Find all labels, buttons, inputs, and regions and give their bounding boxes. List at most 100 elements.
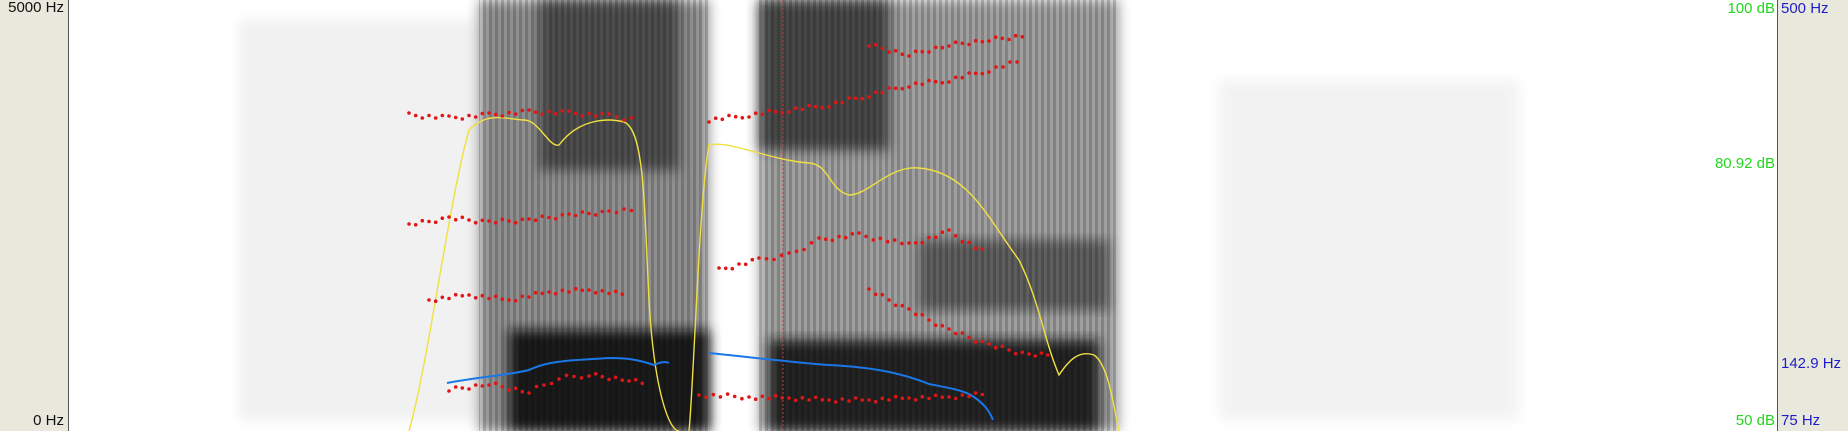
formant-dot xyxy=(1013,33,1018,38)
formant-dot xyxy=(853,96,858,101)
formant-dot xyxy=(947,327,951,331)
formant-dot xyxy=(760,394,765,399)
formant-dot xyxy=(467,218,471,222)
formant-dot xyxy=(467,387,471,391)
formant-dot xyxy=(767,108,771,113)
formant-dot xyxy=(513,220,518,225)
formant-dot xyxy=(580,210,585,214)
formant-dot xyxy=(467,293,471,297)
formant-dot xyxy=(980,339,985,344)
formant-dot xyxy=(542,383,546,387)
formant-dot xyxy=(600,209,605,214)
formant-dot xyxy=(980,40,985,44)
formant-dot xyxy=(980,392,985,397)
formant-dot xyxy=(487,383,491,387)
formant-dot xyxy=(843,235,848,240)
formant-dot xyxy=(807,398,811,402)
formant-tracks xyxy=(407,33,1050,404)
formant-dot xyxy=(533,290,538,295)
formant-dot xyxy=(572,374,576,379)
formant-dot xyxy=(927,50,931,54)
formant-dot xyxy=(447,215,451,219)
formant-dot xyxy=(764,257,769,261)
formant-dot xyxy=(1000,344,1005,349)
formant-dot xyxy=(800,107,805,112)
formant-dot xyxy=(913,398,918,402)
pitch-axis-mid-label: 142.9 Hz xyxy=(1781,355,1842,372)
spectrogram-view[interactable] xyxy=(69,0,1778,431)
formant-dot xyxy=(847,96,851,100)
formant-dot xyxy=(600,374,605,379)
formant-dot xyxy=(704,395,708,400)
formant-dot xyxy=(947,80,951,84)
formant-dot xyxy=(787,110,791,114)
formant-dot xyxy=(980,247,985,251)
formant-dot xyxy=(933,235,938,240)
formant-dot xyxy=(717,266,721,270)
formant-dot xyxy=(913,81,918,85)
intensity-axis-top-label: 100 dB xyxy=(1727,0,1775,17)
formant-dot xyxy=(967,42,971,47)
formant-dot xyxy=(1015,60,1019,64)
formant-dot xyxy=(973,71,978,76)
formant-dot xyxy=(973,38,978,43)
formant-dot xyxy=(427,113,431,118)
formant-dot xyxy=(907,241,911,245)
formant-dot xyxy=(507,110,511,115)
formant-dot xyxy=(747,115,751,119)
formant-dot xyxy=(787,396,791,400)
formant-dot xyxy=(900,303,905,308)
formant-dot xyxy=(893,303,898,308)
formant-dot xyxy=(467,113,471,118)
formant-dot xyxy=(727,113,731,118)
formant-dot xyxy=(527,391,531,395)
formant-dot xyxy=(573,213,578,218)
formant-dot xyxy=(893,86,898,91)
formant-dot xyxy=(560,213,565,217)
formant-dot xyxy=(487,111,491,115)
formant-dot xyxy=(973,391,978,395)
spectrogram-panel[interactable] xyxy=(68,0,1778,431)
formant-dot xyxy=(593,372,598,376)
formant-dot xyxy=(737,262,741,266)
formant-dot xyxy=(507,219,511,223)
formant-dot xyxy=(573,286,578,291)
formant-dot xyxy=(960,331,965,335)
formant-dot xyxy=(1007,37,1011,42)
formant-dot xyxy=(960,41,965,46)
formant-dot xyxy=(860,96,865,101)
formant-dot xyxy=(900,396,905,401)
spectrogram-energy-segment-2 xyxy=(759,0,1119,431)
formant-dot xyxy=(833,400,838,404)
formant-dot xyxy=(800,395,805,400)
formant-dot xyxy=(493,220,498,225)
formant-dot xyxy=(880,90,885,95)
formant-dot xyxy=(607,291,611,296)
intensity-axis-mid-label: 80.92 dB xyxy=(1714,155,1775,172)
formant-dot xyxy=(440,113,445,118)
formant-dot xyxy=(1013,351,1018,356)
formant-dot xyxy=(453,115,458,120)
formant-dot xyxy=(927,396,931,401)
formant-dot xyxy=(513,112,518,116)
formant-dot xyxy=(413,223,418,227)
left-axis-margin: 5000 Hz 0 Hz xyxy=(0,0,68,431)
formant-dot xyxy=(487,296,491,301)
formant-dot xyxy=(460,215,465,220)
formant-dot xyxy=(473,220,478,225)
formant-dot xyxy=(867,287,871,291)
formant-dot xyxy=(627,379,631,383)
formant-dot xyxy=(973,246,978,251)
formant-dot xyxy=(940,45,945,50)
formant-dot xyxy=(860,398,865,402)
formant-dot xyxy=(527,217,531,221)
formant-dot xyxy=(500,114,505,118)
formant-dot xyxy=(480,293,485,298)
formant-dot xyxy=(520,294,525,299)
formant-dot xyxy=(787,251,791,255)
formant-dot xyxy=(907,307,911,311)
formant-dot xyxy=(907,396,911,400)
formant-dot xyxy=(420,218,425,223)
freq-axis-bottom-label: 0 Hz xyxy=(33,412,64,429)
formant-dot xyxy=(920,394,925,399)
